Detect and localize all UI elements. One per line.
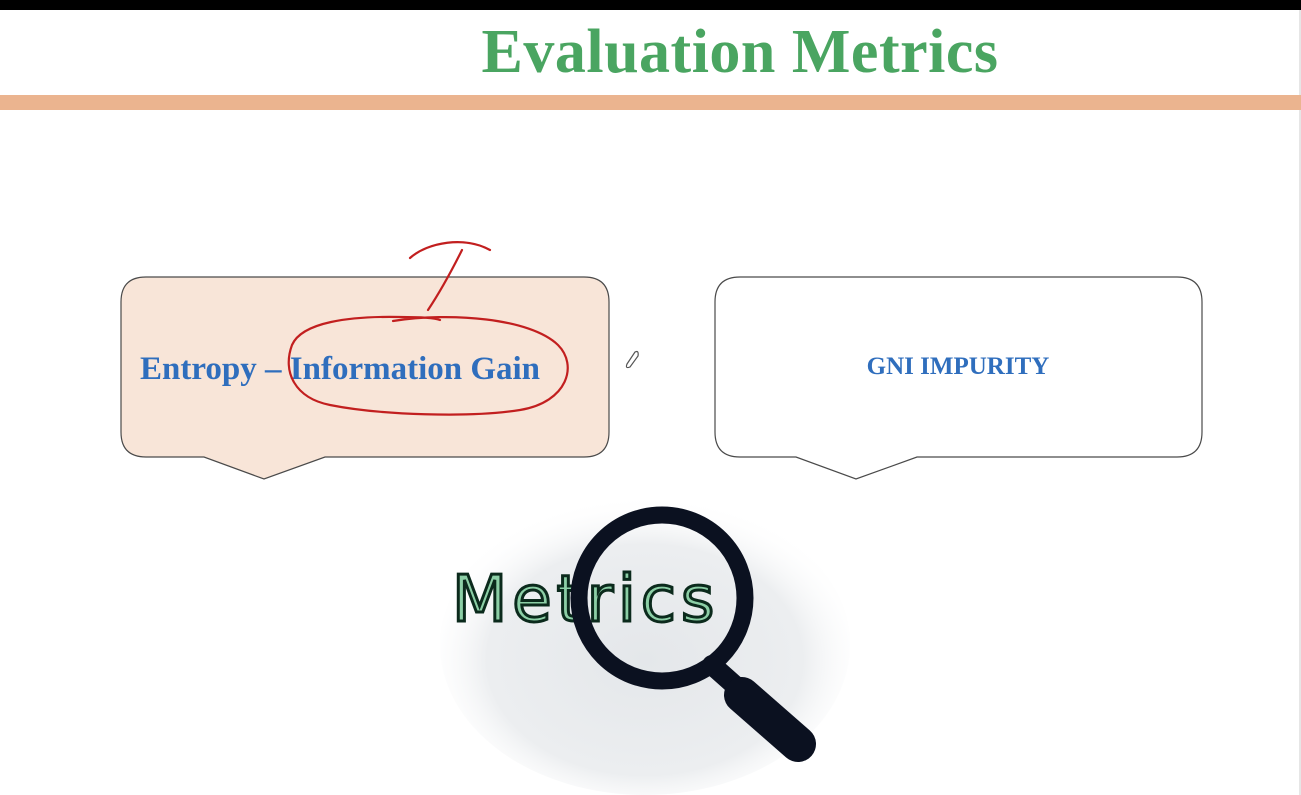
card-label-entropy: Entropy – Information Gain (140, 351, 541, 387)
right-edge (1299, 10, 1301, 795)
magnifying-glass-icon (570, 506, 816, 762)
title-divider (0, 95, 1301, 110)
page-title: Evaluation Metrics (481, 18, 999, 86)
callout-card-right (714, 276, 1203, 480)
card-label-gini: GNI IMPURITY (866, 353, 1050, 380)
top-bar (0, 0, 1301, 10)
